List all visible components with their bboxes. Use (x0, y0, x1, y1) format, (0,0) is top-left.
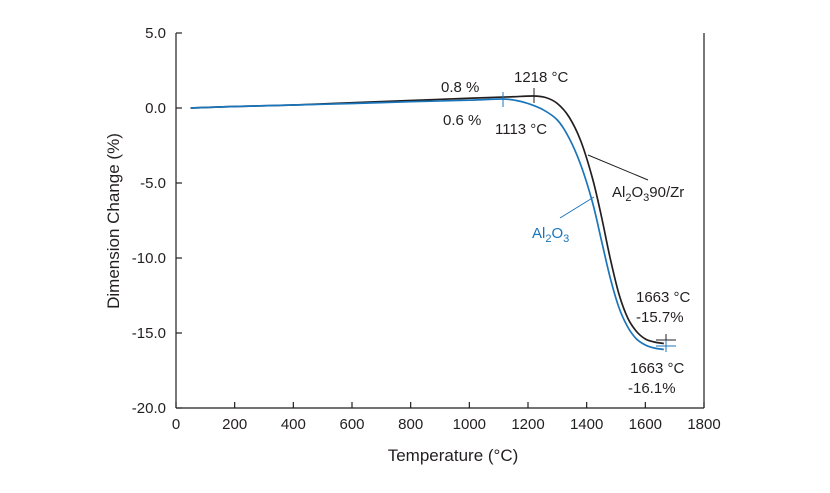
annotation-1113-c: 1113 °C (495, 121, 547, 138)
annotation-end-zr-temp: 1663 °C (636, 289, 691, 306)
label-zr-part-o: O (631, 184, 643, 201)
series-line-al2o390zr (190, 95, 664, 345)
label-zr-sub-3: 3 (643, 192, 649, 204)
leader-zr (587, 154, 649, 181)
annotation-1218-c: 1218 °C (514, 69, 569, 86)
x-tick-label: 200 (222, 416, 247, 433)
leader-al (559, 196, 595, 219)
label-al-part-o: O (551, 225, 563, 242)
x-tick-label: 600 (339, 416, 364, 433)
x-tick-label: 1200 (511, 416, 544, 433)
x-tick-label: 800 (398, 416, 423, 433)
annotation-0-6-percent: 0.6 % (443, 112, 481, 129)
annotation-0-8-percent: 0.8 % (441, 79, 479, 96)
label-zr-part-al: Al (612, 184, 625, 201)
x-tick-label: 400 (281, 416, 306, 433)
y-axis-title: Dimension Change (%) (104, 133, 123, 309)
series-layer (190, 95, 664, 351)
label-al-sub-2: 2 (545, 233, 551, 245)
annotation-end-al-pct: -16.1% (628, 380, 676, 397)
annotation-end-zr-pct: -15.7% (636, 309, 684, 326)
y-tick-label: 5.0 (145, 25, 166, 42)
x-axis-ticks: 0 200 400 600 800 1000 1200 1400 1600 1800 (172, 402, 721, 433)
label-zr-part-90zr: 90/Zr (649, 184, 684, 201)
y-axis-ticks: 5.0 0.0 -5.0 -10.0 -15.0 -20.0 (132, 25, 182, 417)
x-axis-title: Temperature (°C) (388, 446, 519, 465)
x-tick-label: 1800 (687, 416, 720, 433)
x-tick-label: 0 (172, 416, 180, 433)
y-tick-label: 0.0 (145, 100, 166, 117)
x-tick-label: 1600 (629, 416, 662, 433)
y-tick-label: -5.0 (140, 175, 166, 192)
annotation-end-al-temp: 1663 °C (630, 360, 685, 377)
series-label-al2o3: Al2O3 (532, 225, 569, 245)
y-tick-label: -15.0 (132, 325, 166, 342)
label-al-sub-3: 3 (563, 233, 569, 245)
series-line-al2o3 (190, 98, 664, 351)
y-tick-label: -10.0 (132, 250, 166, 267)
x-tick-label: 1000 (453, 416, 486, 433)
x-tick-label: 1400 (570, 416, 603, 433)
series-label-al2o390zr: Al2O390/Zr (612, 184, 684, 204)
annotation-markers (502, 88, 676, 352)
label-zr-sub-2: 2 (625, 192, 631, 204)
label-al-part-al: Al (532, 225, 545, 242)
y-tick-label: -20.0 (132, 400, 166, 417)
